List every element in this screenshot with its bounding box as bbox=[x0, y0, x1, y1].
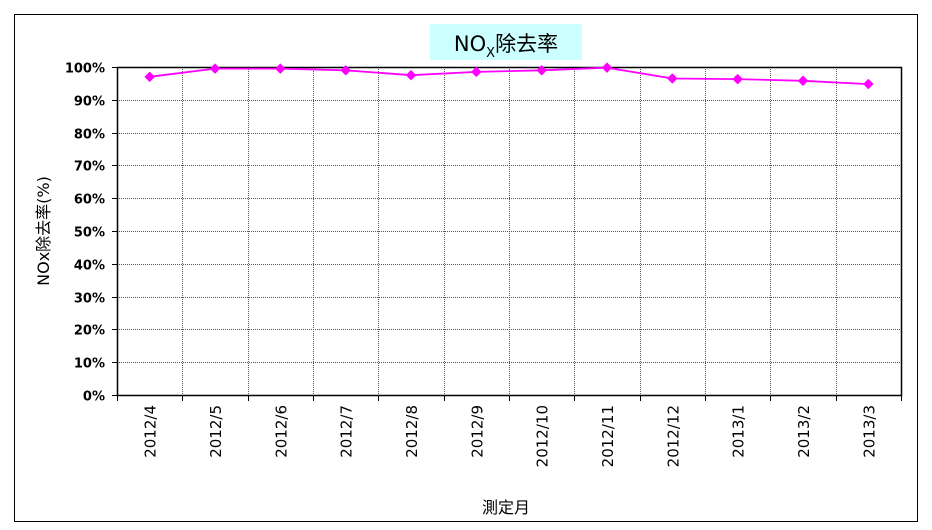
y-tick-label: 70% bbox=[74, 160, 105, 175]
x-tick-label: 2012/8 bbox=[403, 405, 421, 458]
chart-title: NOX除去率 bbox=[454, 32, 558, 61]
y-tick-labels: 0% 10% 20% 30% 40% 50% 60% 70% 80% 90% 100% bbox=[65, 62, 105, 405]
data-point-marker bbox=[862, 78, 874, 90]
data-point-marker bbox=[470, 66, 482, 78]
x-tick-label: 2013/2 bbox=[795, 405, 813, 458]
series-line bbox=[149, 66, 869, 85]
x-tick-label: 2012/10 bbox=[534, 405, 552, 467]
data-point-marker bbox=[536, 64, 548, 76]
data-point-marker bbox=[601, 62, 613, 74]
y-tick-label: 60% bbox=[74, 193, 105, 208]
y-tick-label: 50% bbox=[74, 226, 105, 241]
data-point-marker bbox=[405, 69, 417, 81]
x-tick-label: 2013/1 bbox=[730, 405, 748, 458]
y-tick-label: 10% bbox=[74, 357, 105, 372]
x-tick-labels: 2012/4 2012/5 2012/6 2012/7 2012/8 2012/9 2012… bbox=[142, 405, 879, 467]
data-point-marker bbox=[797, 75, 809, 87]
series-layer bbox=[144, 62, 874, 90]
y-axis-label: NOx除去率(%) bbox=[34, 176, 53, 286]
y-tick-label: 80% bbox=[74, 128, 105, 143]
x-tick-label: 2012/6 bbox=[272, 405, 290, 458]
x-tick-label: 2012/5 bbox=[207, 405, 225, 458]
data-point-marker bbox=[144, 71, 156, 83]
grid-lines bbox=[117, 67, 901, 395]
x-tick-label: 2012/4 bbox=[142, 405, 160, 458]
y-tick-label: 40% bbox=[74, 259, 105, 274]
y-tick-label: 100% bbox=[65, 62, 105, 77]
y-tick-label: 20% bbox=[74, 324, 105, 339]
data-point-marker bbox=[274, 63, 286, 74]
x-tick-label: 2013/3 bbox=[860, 405, 878, 458]
axes bbox=[112, 66, 903, 401]
y-tick-label: 30% bbox=[74, 292, 105, 307]
y-tick-label: 90% bbox=[74, 95, 105, 110]
data-point-marker bbox=[340, 64, 352, 76]
data-point-marker bbox=[209, 63, 221, 74]
x-tick-label: 2012/7 bbox=[338, 405, 356, 458]
x-tick-label: 2012/11 bbox=[599, 405, 617, 467]
x-tick-label: 2012/9 bbox=[468, 405, 486, 458]
data-point-marker bbox=[666, 73, 678, 84]
chart-title-background bbox=[430, 24, 582, 60]
x-axis-label: 測定月 bbox=[482, 498, 530, 517]
y-tick-label: 0% bbox=[83, 390, 105, 405]
data-point-marker bbox=[732, 73, 744, 85]
x-tick-label: 2012/12 bbox=[664, 405, 682, 467]
